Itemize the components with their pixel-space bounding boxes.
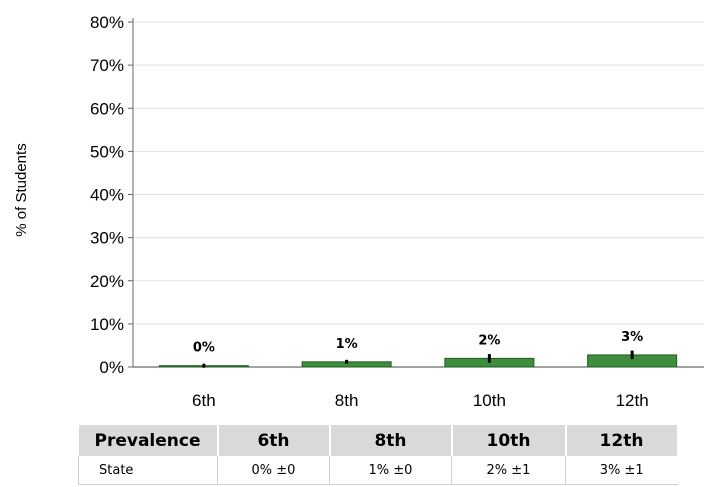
bar-chart: 0% 10% 20% 30% 40% 50% 60% 70% 80% 0% 6th 1% 8th 2% 10… <box>90 13 704 410</box>
y-tick-label: 30% <box>90 229 124 248</box>
bar-value-label: 2% <box>478 333 500 348</box>
x-tick-label: 8th <box>335 391 359 410</box>
y-tick-label: 70% <box>90 56 124 75</box>
x-tick-label: 10th <box>473 391 506 410</box>
cell-8th: 1% ±0 <box>329 456 452 485</box>
y-tick-label: 80% <box>90 13 124 32</box>
cell-10th: 2% ±1 <box>451 456 566 485</box>
x-tick-label: 12th <box>616 391 649 410</box>
y-tick-label: 20% <box>90 272 124 291</box>
table-row: State 0% ±0 1% ±0 2% ±1 3% ±1 <box>78 456 678 485</box>
header-6th: 6th <box>217 425 331 456</box>
row-label-state: State <box>78 456 218 485</box>
y-tick-label: 10% <box>90 315 124 334</box>
prevalence-table: Prevalence 6th 8th 10th 12th State 0% ±0… <box>78 425 679 485</box>
header-8th: 8th <box>329 425 453 456</box>
y-tick-label: 40% <box>90 186 124 205</box>
y-tick-label: 0% <box>99 358 124 377</box>
x-tick-label: 6th <box>192 391 216 410</box>
bar-value-label: 1% <box>336 337 358 352</box>
cell-12th: 3% ±1 <box>565 456 678 485</box>
y-tick-label: 60% <box>90 99 124 118</box>
cell-6th: 0% ±0 <box>217 456 330 485</box>
header-12th: 12th <box>565 425 679 456</box>
bar-value-label: 0% <box>193 341 215 356</box>
header-10th: 10th <box>451 425 567 456</box>
header-prevalence: Prevalence <box>78 425 219 456</box>
y-tick-label: 50% <box>90 142 124 161</box>
table-header-row: Prevalence 6th 8th 10th 12th <box>78 425 679 456</box>
bar-value-label: 3% <box>621 330 643 345</box>
y-axis-label: % of Students <box>13 143 30 237</box>
